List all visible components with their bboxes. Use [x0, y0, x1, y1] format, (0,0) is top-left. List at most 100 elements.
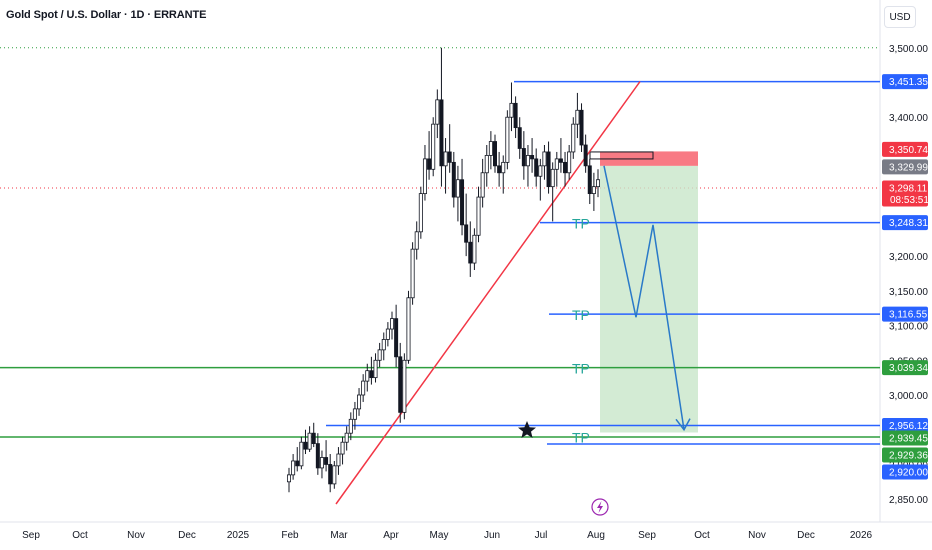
candle	[315, 433, 320, 475]
candle	[476, 186, 481, 243]
candle-body	[307, 432, 312, 450]
candle	[492, 134, 497, 173]
candle-body	[402, 359, 407, 413]
candle	[488, 131, 493, 170]
candle	[336, 447, 341, 475]
candle-body	[344, 432, 349, 443]
candle-body	[509, 102, 514, 118]
candle-body	[460, 179, 465, 226]
candle-body	[501, 161, 506, 174]
candle	[525, 145, 530, 187]
tp-label: TP	[572, 430, 590, 446]
price-labels: 3,451.35 3,350.74 3,329.99 3,298.1108:53:51…	[882, 74, 929, 480]
drawing-layer	[0, 80, 880, 505]
candle-body	[336, 453, 341, 467]
candle-body	[324, 457, 329, 465]
candle-body	[414, 231, 419, 250]
candle-body	[554, 158, 559, 170]
price-label: 2,929.36	[882, 447, 928, 463]
candle-body	[299, 441, 304, 467]
candle-body	[484, 155, 489, 174]
candle	[579, 103, 584, 152]
price-label: 3,116.55	[882, 306, 928, 322]
candle	[554, 151, 559, 187]
candle-body	[464, 224, 469, 243]
x-tick-label: Oct	[72, 530, 88, 541]
price-label-text: 2,929.36	[889, 451, 928, 462]
candle	[480, 158, 485, 208]
price-label-bg	[882, 430, 928, 446]
candle-body	[443, 151, 448, 167]
x-tick-label: Nov	[127, 530, 145, 541]
x-tick-label: Apr	[383, 530, 399, 541]
price-label: 3,350.74	[882, 141, 928, 157]
x-tick-label: Sep	[638, 530, 656, 541]
price-label-text: 3,116.55	[889, 310, 928, 321]
candle	[575, 92, 580, 139]
candle-body	[422, 158, 427, 195]
candle	[451, 151, 456, 208]
candle	[521, 131, 526, 180]
price-label: 2,939.45	[882, 430, 928, 446]
time-axis: Sep Oct Nov Dec 2025 Feb Mar Apr May Jun Jul Aug Sep…	[22, 530, 872, 541]
x-tick-label: 2026	[850, 530, 873, 541]
candle	[394, 304, 399, 368]
candle	[558, 138, 563, 173]
candle-body	[286, 474, 291, 483]
candle-body	[348, 418, 353, 434]
candle-body	[596, 179, 601, 188]
candle-body	[332, 465, 337, 485]
candle-body	[291, 460, 296, 476]
candle-body	[435, 99, 440, 125]
countdown-text: 08:53:51	[890, 195, 929, 206]
candle	[563, 151, 568, 187]
x-tick-label: Oct	[694, 530, 710, 541]
candle-body	[558, 158, 563, 163]
candle	[414, 221, 419, 260]
x-tick-label: Jul	[535, 530, 548, 541]
candle	[427, 131, 432, 180]
candle	[447, 124, 452, 173]
entry-box	[589, 151, 654, 160]
candle-body	[583, 144, 588, 167]
price-label-text: 3,329.99	[889, 162, 928, 173]
projection-arrow	[603, 165, 685, 430]
candle-body	[538, 165, 543, 177]
price-label-text: 3,350.74	[889, 145, 928, 156]
candle	[534, 148, 539, 187]
candle-body	[373, 359, 378, 379]
candle	[361, 374, 366, 402]
price-label-text: 2,939.45	[889, 434, 928, 445]
candle	[344, 426, 349, 451]
price-label: 3,329.99	[882, 159, 928, 175]
candle-body	[295, 460, 300, 467]
candle	[513, 96, 518, 139]
candle	[410, 242, 415, 305]
candle	[324, 440, 329, 472]
candle	[468, 221, 473, 277]
candle	[538, 158, 543, 201]
candle-body	[492, 141, 497, 167]
lightning-glyph	[597, 501, 603, 513]
x-tick-label: 2025	[227, 530, 250, 541]
x-tick-label: Aug	[587, 530, 605, 541]
candle-body	[525, 155, 530, 167]
candle	[352, 401, 357, 430]
candle	[402, 353, 407, 420]
candle-body	[303, 441, 308, 450]
currency-button[interactable]: USD	[884, 6, 916, 28]
candle-body	[410, 248, 415, 299]
candle	[431, 117, 436, 177]
candle-body	[530, 155, 535, 160]
candle-body	[567, 151, 572, 174]
y-tick-label: 3,150.00	[889, 287, 928, 298]
price-label-bg	[882, 215, 928, 231]
candle-body	[476, 196, 481, 236]
candle-body	[361, 380, 366, 396]
tp-label: TP	[572, 307, 590, 323]
price-label-bg	[882, 464, 928, 480]
target-zone	[600, 165, 698, 433]
candle-body	[513, 102, 518, 129]
